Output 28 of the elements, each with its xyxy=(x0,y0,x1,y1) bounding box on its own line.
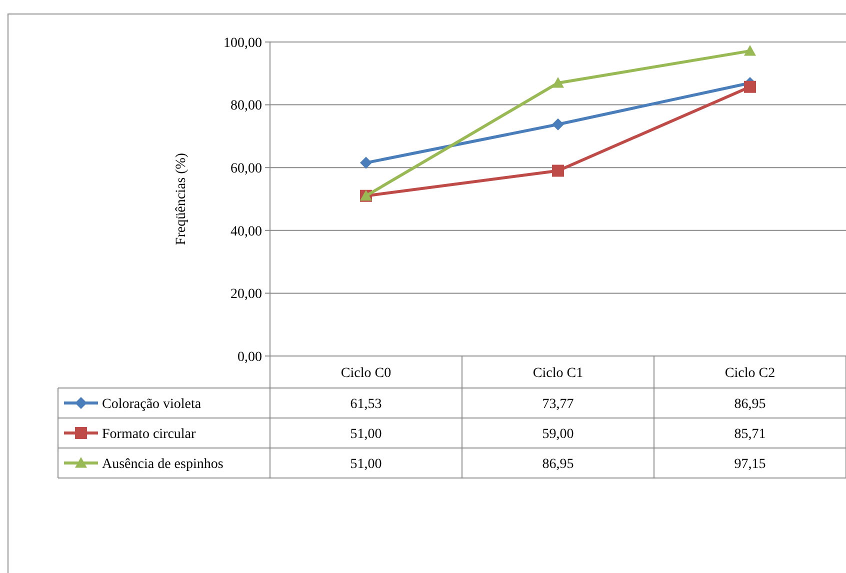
data-label: 61,53 xyxy=(350,396,382,412)
legend-label: Coloração violeta xyxy=(102,396,202,412)
legend-label: Ausência de espinhos xyxy=(102,456,224,472)
y-axis-title: Freqüências (%) xyxy=(174,152,189,246)
data-label: 73,77 xyxy=(542,396,574,412)
legend-label: Formato circular xyxy=(102,426,196,442)
data-label: 86,95 xyxy=(542,456,574,472)
data-label: 51,00 xyxy=(350,456,382,472)
y-tick-label: 60,00 xyxy=(230,162,262,176)
data-label: 97,15 xyxy=(734,456,766,472)
y-tick-label: 80,00 xyxy=(230,98,262,114)
point xyxy=(552,76,564,88)
y-tick-label: 20,00 xyxy=(230,287,262,302)
y-tick-label: 100,00 xyxy=(224,36,262,51)
y-tick-label: 40,00 xyxy=(230,224,262,240)
data-label: 85,71 xyxy=(734,426,766,442)
x-tick-label: Ciclo C1 xyxy=(532,366,584,381)
point xyxy=(360,156,372,169)
point xyxy=(744,80,756,93)
point xyxy=(552,164,564,177)
x-tick-label: Ciclo C2 xyxy=(724,366,776,381)
data-label: 59,00 xyxy=(542,426,574,442)
x-tick-label: Ciclo C0 xyxy=(340,366,392,381)
point xyxy=(744,44,756,56)
data-label: 86,95 xyxy=(734,396,766,412)
data-label: 51,00 xyxy=(350,426,382,442)
y-tick-label: 0,00 xyxy=(238,350,262,365)
point xyxy=(552,118,564,130)
